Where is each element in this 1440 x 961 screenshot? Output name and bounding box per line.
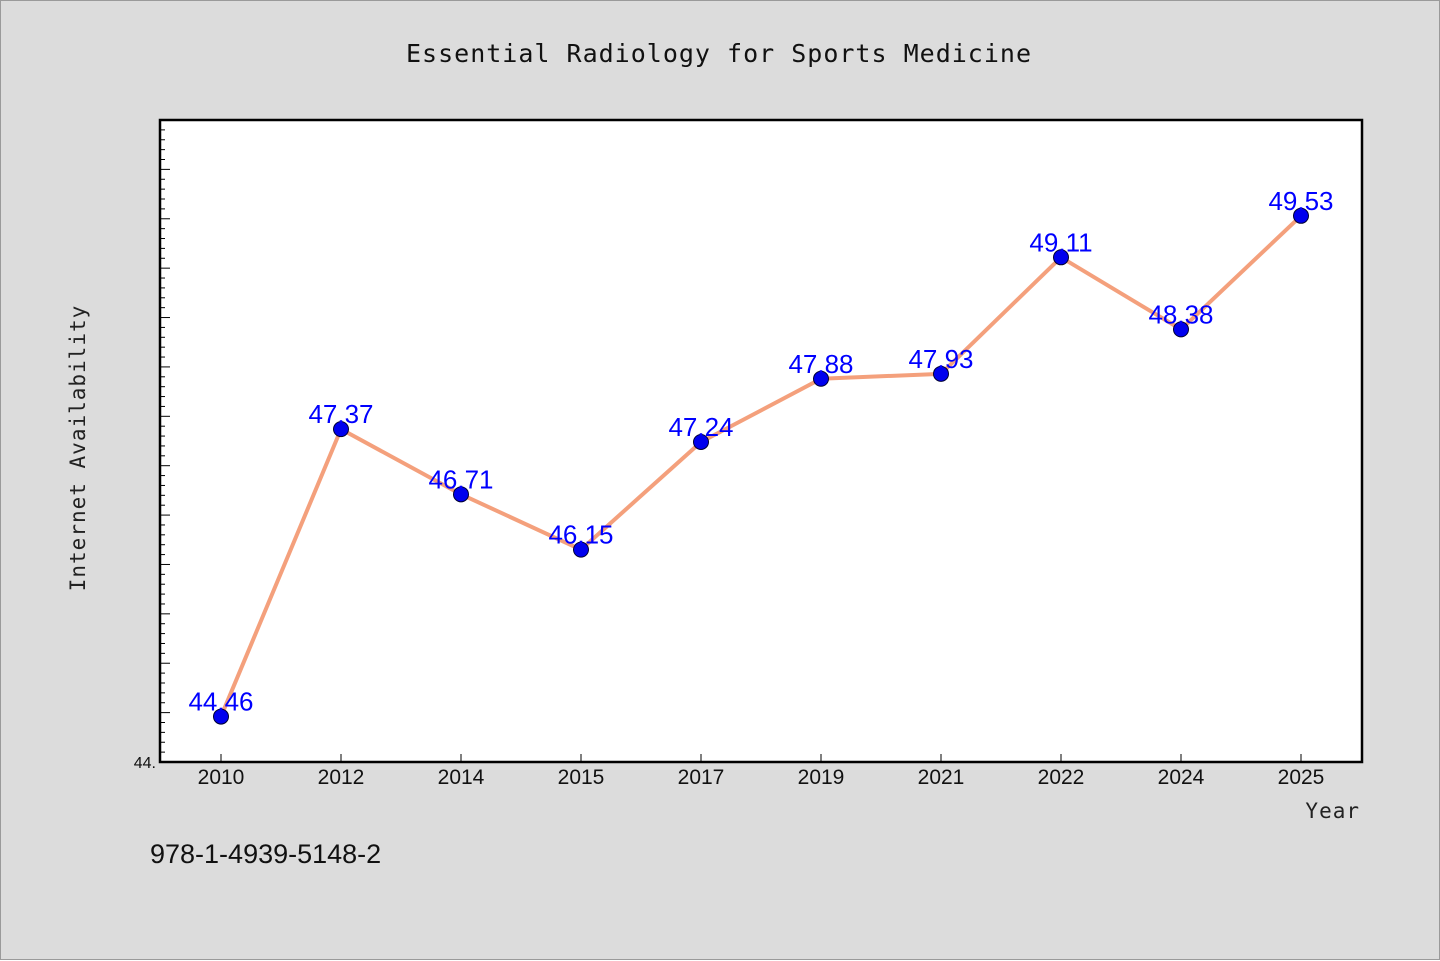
y-axis-label: Internet Availability xyxy=(66,305,90,592)
chart-title: Essential Radiology for Sports Medicine xyxy=(406,39,1032,68)
x-tick-label: 2025 xyxy=(1278,766,1325,789)
data-point: 44.46 xyxy=(188,687,254,725)
data-label: 46.71 xyxy=(428,464,493,494)
data-label: 48.38 xyxy=(1148,299,1213,329)
x-tick-label: 2014 xyxy=(438,766,485,789)
series-line xyxy=(219,213,1303,719)
data-point: 49.11 xyxy=(1029,227,1093,266)
data-point-marker xyxy=(573,541,589,558)
x-tick-label: 2019 xyxy=(798,766,845,789)
y-axis-ticks: 44. xyxy=(134,129,170,772)
x-tick-label: 2012 xyxy=(318,766,365,789)
data-label: 47.88 xyxy=(788,349,853,379)
data-point-marker xyxy=(1293,207,1309,224)
data-label: 46.15 xyxy=(548,520,613,550)
x-tick-label: 2010 xyxy=(198,766,245,789)
y-tick-label: 44. xyxy=(134,755,156,772)
data-point: 47.24 xyxy=(668,412,734,450)
x-axis-ticks: 2010 2012 2014 2015 2017 2019 2021 2022 2024 2025 xyxy=(198,754,1325,789)
data-point-marker xyxy=(1053,249,1069,266)
data-label: 47.37 xyxy=(308,399,373,429)
data-label: 49.11 xyxy=(1029,227,1092,257)
x-tick-label: 2017 xyxy=(678,766,725,789)
data-point: 46.71 xyxy=(428,464,494,503)
x-tick-label: 2022 xyxy=(1038,766,1085,789)
plot-area xyxy=(158,118,1364,764)
data-point: 47.88 xyxy=(788,349,854,387)
data-label: 44.46 xyxy=(188,687,253,717)
data-point-marker xyxy=(333,421,349,438)
data-point: 47.93 xyxy=(908,344,974,382)
data-point: 46.15 xyxy=(548,520,614,558)
x-axis-label: Year xyxy=(1305,799,1360,823)
series-layer: 44.46 47.37 46.71 46.15 47.24 47.88 47.93 49.11… xyxy=(188,186,1334,725)
data-point-marker xyxy=(693,433,709,450)
data-point: 49.53 xyxy=(1268,186,1334,224)
x-tick-label: 2015 xyxy=(558,766,605,789)
data-point: 47.37 xyxy=(308,399,374,438)
data-label: 49.53 xyxy=(1268,186,1333,216)
data-point-marker xyxy=(1173,321,1189,338)
data-point-marker xyxy=(813,370,829,387)
data-point-marker xyxy=(453,486,469,503)
x-tick-label: 2021 xyxy=(918,766,965,789)
data-point-marker xyxy=(213,708,229,725)
data-label: 47.24 xyxy=(668,412,733,442)
data-point: 48.38 xyxy=(1148,299,1214,338)
isbn-footnote: 978-1-4939-5148-2 xyxy=(150,839,381,869)
x-tick-label: 2024 xyxy=(1158,766,1205,789)
data-point-marker xyxy=(933,365,949,382)
data-label: 47.93 xyxy=(908,344,973,374)
